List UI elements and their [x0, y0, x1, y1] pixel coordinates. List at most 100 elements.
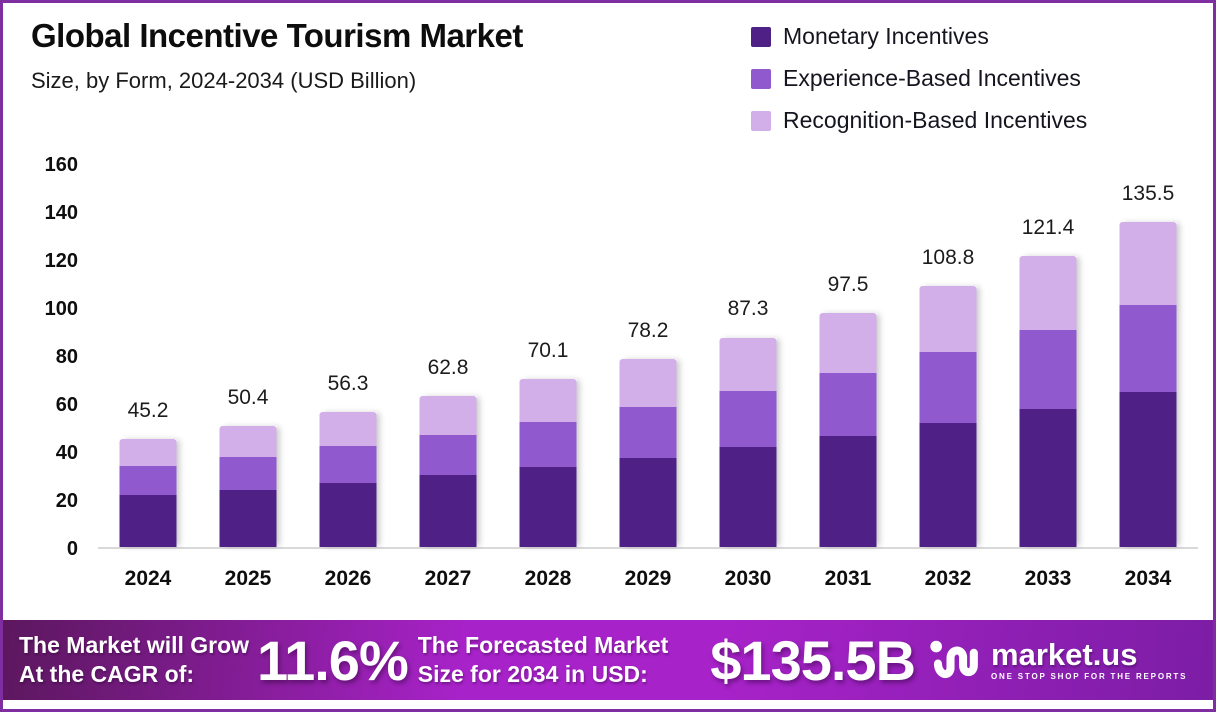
x-axis-label: 2034 [1124, 567, 1172, 590]
bar-segment-recognition-based [1019, 255, 1077, 330]
bar-segment-recognition-based [1119, 221, 1177, 305]
legend-label: Monetary Incentives [783, 23, 989, 49]
stacked-bar [1119, 221, 1177, 547]
stacked-bar-chart: 0 20 40 60 80 100 120 140 160 45.2 2024 50.4 2025 56… [23, 154, 1203, 590]
y-axis-label: 0 [66, 538, 78, 560]
bar-total-label: 135.5 [1121, 181, 1175, 205]
legend-swatch-monetary [751, 26, 771, 47]
bar-group-2032: 108.8 2032 [898, 165, 998, 590]
bar-segment-recognition-based [519, 378, 577, 422]
bar-group-2033: 121.4 2033 [998, 165, 1098, 590]
bar-total-label: 97.5 [827, 273, 869, 296]
y-axis-label: 60 [55, 394, 78, 416]
footer-banner: The Market will Grow At the CAGR of: 11.… [3, 620, 1213, 700]
legend-item-recognition: Recognition-Based Incentives [751, 107, 1087, 134]
bar-segment-monetary [919, 422, 977, 547]
stacked-bar [819, 313, 877, 547]
bar-total-label: 45.2 [127, 398, 169, 422]
brand-tagline: ONE STOP SHOP FOR THE REPORTS [991, 672, 1188, 681]
bar-segment-experience-based [319, 446, 377, 483]
bar-segment-recognition-based [919, 285, 977, 353]
y-axis-label: 20 [55, 490, 78, 512]
legend-swatch-recognition [751, 110, 771, 131]
bar-segment-monetary [819, 435, 877, 547]
stacked-bar [419, 396, 477, 547]
bar-segment-monetary [1019, 408, 1077, 547]
bar-segment-monetary [1119, 392, 1177, 547]
legend-label: Experience-Based Incentives [783, 65, 1081, 91]
stacked-bar [619, 359, 677, 547]
forecast-caption: The Forecasted Market Size for 2034 in U… [418, 631, 669, 689]
bar-segment-monetary [119, 495, 177, 547]
bar-segment-recognition-based [119, 438, 177, 467]
x-axis-label: 2024 [124, 567, 172, 590]
bar-segment-experience-based [819, 372, 877, 436]
y-axis-label: 160 [44, 154, 78, 176]
bar-segment-monetary [619, 457, 677, 547]
brand-lockup: market.us ONE STOP SHOP FOR THE REPORTS [929, 638, 1187, 682]
y-axis: 0 20 40 60 80 100 120 140 160 [23, 154, 78, 560]
bar-group-2024: 45.2 2024 [98, 165, 198, 590]
bar-segment-experience-based [1119, 304, 1177, 393]
stacked-bar [719, 337, 777, 547]
chart-legend: Monetary Incentives Experience-Based Inc… [751, 23, 1087, 134]
stacked-bar [519, 378, 577, 547]
x-axis-label: 2025 [224, 567, 272, 590]
bar-total-label: 108.8 [921, 245, 975, 269]
bar-group-2030: 87.3 2030 [698, 165, 798, 590]
x-axis-label: 2030 [724, 567, 772, 590]
y-axis-label: 80 [55, 346, 78, 368]
bar-segment-experience-based [1019, 329, 1077, 409]
bar-segment-experience-based [719, 390, 777, 448]
cagr-caption: The Market will Grow At the CAGR of: [19, 631, 249, 689]
cagr-value: 11.6% [257, 628, 409, 692]
cagr-caption-line2: At the CAGR of: [19, 661, 195, 687]
x-axis-label: 2028 [524, 567, 572, 590]
bar-total-label: 70.1 [527, 338, 569, 362]
brand-text: market.us ONE STOP SHOP FOR THE REPORTS [991, 637, 1188, 682]
bar-segment-recognition-based [719, 337, 777, 391]
stacked-bar [919, 285, 977, 547]
bar-group-2031: 97.5 2031 [798, 165, 898, 590]
market-size-value: $135.5B [710, 628, 916, 692]
legend-item-monetary: Monetary Incentives [751, 23, 1087, 50]
y-axis-label: 120 [44, 250, 78, 272]
legend-label: Recognition-Based Incentives [783, 107, 1088, 133]
page-title: Global Incentive Tourism Market [31, 17, 523, 54]
x-axis-label: 2031 [824, 567, 872, 590]
bar-segment-experience-based [119, 466, 177, 496]
x-axis-label: 2032 [924, 567, 972, 590]
brand-name: market.us [991, 637, 1138, 672]
market-us-logo-icon [930, 640, 978, 679]
y-axis-label: 40 [55, 442, 78, 464]
bar-segment-monetary [519, 467, 577, 547]
bar-segment-monetary [719, 447, 777, 547]
bar-segment-monetary [319, 482, 377, 547]
x-axis-label: 2029 [624, 567, 672, 590]
bar-segment-experience-based [419, 434, 477, 476]
bar-group-2029: 78.2 2029 [598, 165, 698, 590]
legend-item-experience: Experience-Based Incentives [751, 65, 1087, 92]
bar-segment-experience-based [919, 352, 977, 423]
bar-segment-monetary [419, 475, 477, 547]
chart-header: Global Incentive Tourism Market Size, by… [31, 17, 523, 94]
bar-group-2025: 50.4 2025 [198, 165, 298, 590]
y-axis-label: 100 [44, 298, 78, 320]
forecast-caption-line1: The Forecasted Market [417, 632, 669, 658]
bar-total-label: 87.3 [727, 297, 769, 321]
bar-total-label: 56.3 [327, 371, 369, 395]
bar-segment-experience-based [219, 457, 277, 490]
bar-segment-recognition-based [419, 396, 477, 435]
stacked-bar [119, 438, 177, 547]
bar-segment-recognition-based [819, 313, 877, 373]
bar-segment-experience-based [519, 421, 577, 468]
stacked-bar [319, 411, 377, 547]
stacked-bar [219, 426, 277, 547]
bar-segment-experience-based [619, 407, 677, 458]
bar-total-label: 50.4 [227, 386, 269, 410]
bar-total-label: 62.8 [427, 356, 469, 380]
x-axis-label: 2027 [424, 567, 472, 590]
stacked-bar [1019, 255, 1077, 547]
bar-segment-recognition-based [219, 426, 277, 458]
